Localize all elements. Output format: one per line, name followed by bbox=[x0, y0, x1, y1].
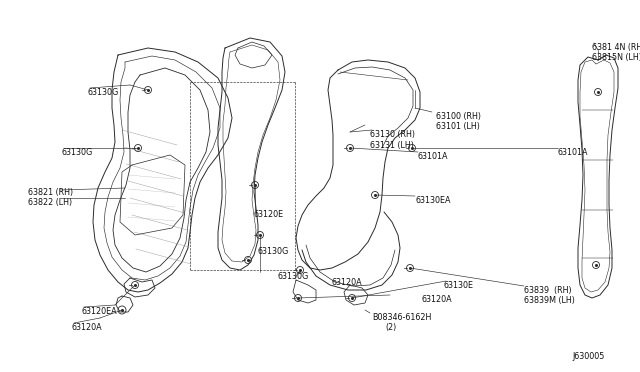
Text: 63120A: 63120A bbox=[72, 323, 102, 332]
Text: 63130E: 63130E bbox=[444, 281, 474, 290]
Text: 6381 4N (RH): 6381 4N (RH) bbox=[592, 43, 640, 52]
Text: 63101A: 63101A bbox=[558, 148, 589, 157]
Text: 63130G: 63130G bbox=[278, 272, 309, 281]
Text: 63822 (LH): 63822 (LH) bbox=[28, 198, 72, 207]
Text: 63101A: 63101A bbox=[418, 152, 449, 161]
Text: 63821 (RH): 63821 (RH) bbox=[28, 188, 73, 197]
Text: 63120A: 63120A bbox=[332, 278, 363, 287]
Text: 63101 (LH): 63101 (LH) bbox=[436, 122, 480, 131]
Text: 63815N (LH): 63815N (LH) bbox=[592, 53, 640, 62]
Text: 63839M (LH): 63839M (LH) bbox=[524, 296, 575, 305]
Text: 63131 (LH): 63131 (LH) bbox=[370, 141, 414, 150]
Text: 63100 (RH): 63100 (RH) bbox=[436, 112, 481, 121]
Text: 63120A: 63120A bbox=[422, 295, 452, 304]
Text: 63839  (RH): 63839 (RH) bbox=[524, 286, 572, 295]
Text: 63130 (RH): 63130 (RH) bbox=[370, 130, 415, 139]
Text: (2): (2) bbox=[385, 323, 396, 332]
Text: 63120EA: 63120EA bbox=[82, 307, 118, 316]
Text: 63130EA: 63130EA bbox=[415, 196, 451, 205]
Text: B08346-6162H: B08346-6162H bbox=[372, 313, 431, 322]
Text: J630005: J630005 bbox=[572, 352, 604, 361]
Text: 63130G: 63130G bbox=[62, 148, 93, 157]
Text: 63130G: 63130G bbox=[88, 88, 119, 97]
Text: 63120E: 63120E bbox=[253, 210, 283, 219]
Text: 63130G: 63130G bbox=[258, 247, 289, 256]
